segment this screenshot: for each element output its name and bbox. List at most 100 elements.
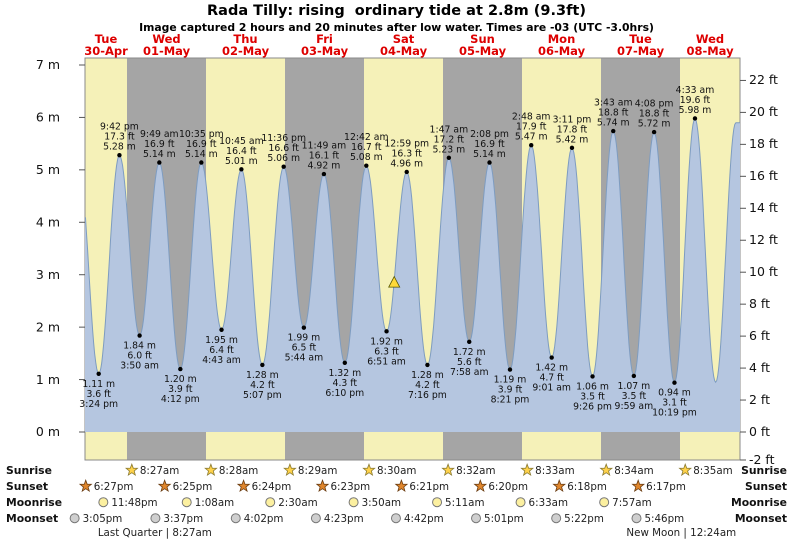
low-tide-ft-label: 6.0 ft: [127, 351, 152, 362]
sunrise-time: 8:35am: [693, 465, 732, 477]
moonrise-time: 1:08am: [195, 497, 234, 509]
tide-extreme-dot: [239, 167, 244, 172]
day-label-date: 07-May: [617, 44, 665, 58]
moonset-time: 3:37pm: [163, 513, 203, 525]
tide-extreme-dot: [611, 128, 616, 134]
moonset-circle-icon: [310, 513, 321, 524]
low-tide-time-label: 10:19 pm: [652, 408, 697, 419]
sunrise-star-icon: [283, 463, 297, 477]
y-axis-left-tick-label: 0 m: [36, 424, 60, 439]
low-tide-ft-label: 3.5 ft: [622, 391, 647, 402]
low-tide-ft-label: 4.2 ft: [250, 380, 275, 391]
tide-extreme-dot: [487, 160, 492, 165]
moonrise-circle-icon: [432, 497, 443, 508]
low-tide-ft-label: 6.5 ft: [292, 343, 317, 354]
y-axis-right-tick-label: 8 ft: [749, 296, 770, 311]
day-label-date: 05-May: [459, 44, 507, 58]
tide-extreme-dot: [425, 362, 430, 368]
moonset-time: 4:02pm: [244, 513, 284, 525]
high-tide-m-label: 5.42 m: [556, 134, 589, 145]
tide-extreme-dot: [384, 329, 389, 334]
moonrise-circle-icon: [515, 497, 526, 508]
tide-extreme-dot: [321, 171, 327, 177]
low-tide-time-label: 3:24 pm: [79, 399, 118, 410]
sunrise-time: 8:32am: [456, 465, 495, 477]
y-axis-right-tick-label: 4 ft: [749, 360, 770, 375]
high-tide-m-label: 5.47 m: [515, 132, 548, 143]
high-tide-ft-label: 16.9 ft: [474, 139, 505, 150]
day-label-date: 06-May: [538, 44, 586, 58]
sunset-time: 6:25pm: [173, 481, 213, 493]
y-axis-right-tick-label: 20 ft: [749, 104, 778, 119]
low-tide-ft-label: 3.5 ft: [580, 391, 605, 402]
high-tide-time-label: 12:59 pm: [384, 138, 429, 149]
high-tide-ft-label: 17.3 ft: [104, 132, 135, 143]
low-tide-ft-label: 3.9 ft: [498, 385, 523, 396]
low-tide-m-label: 1.32 m: [328, 368, 361, 379]
moonset-row-label-right: Moonset: [735, 512, 787, 525]
low-tide-m-label: 1.42 m: [535, 363, 568, 374]
day-label-date: 30-Apr: [84, 44, 128, 58]
day-label-name: Tue: [629, 32, 652, 46]
high-tide-time-label: 2:08 pm: [470, 129, 509, 140]
tide-extreme-dot: [157, 160, 162, 165]
moonset-circle-icon: [631, 513, 642, 524]
low-tide-time-label: 9:59 am: [615, 401, 654, 412]
high-tide-ft-label: 18.8 ft: [639, 109, 670, 120]
high-tide-ft-label: 16.6 ft: [268, 143, 299, 154]
sunset-star-icon: [552, 479, 566, 493]
tide-curve: [85, 117, 740, 384]
low-tide-time-label: 4:12 pm: [161, 394, 200, 405]
day-label-date: 02-May: [222, 44, 270, 58]
sunset-star-icon: [157, 479, 172, 493]
sunset-time: 6:23pm: [331, 481, 371, 493]
high-tide-m-label: 5.98 m: [679, 105, 712, 116]
y-axis-right-tick-label: 18 ft: [749, 136, 778, 151]
high-tide-ft-label: 16.1 ft: [309, 151, 340, 162]
high-tide-time-label: 12:42 am: [344, 132, 389, 143]
tide-extreme-dot: [631, 373, 637, 379]
tide-extreme-dot: [117, 152, 122, 158]
high-tide-m-label: 5.08 m: [350, 152, 383, 163]
low-tide-time-label: 4:43 am: [202, 355, 241, 366]
high-tide-m-label: 5.28 m: [103, 142, 136, 153]
sunset-star-icon: [315, 479, 330, 493]
sunrise-star-icon: [362, 463, 376, 477]
sunset-row-label-left: Sunset: [6, 480, 48, 493]
sunrise-time: 8:30am: [377, 465, 416, 477]
moonset-circle-icon: [471, 513, 482, 524]
low-tide-time-label: 7:58 am: [450, 367, 489, 378]
moonset-circle-icon: [230, 513, 241, 524]
high-tide-time-label: 4:33 am: [676, 85, 715, 96]
tide-extreme-dot: [590, 374, 595, 379]
high-tide-ft-label: 18.8 ft: [598, 108, 629, 119]
tide-extreme-dot: [301, 325, 307, 330]
high-tide-m-label: 4.92 m: [308, 161, 341, 172]
high-tide-m-label: 5.14 m: [143, 149, 176, 160]
tide-extreme-dot: [260, 362, 265, 368]
low-tide-ft-label: 5.6 ft: [457, 357, 482, 368]
moon-phase-note: Last Quarter | 8:27am: [98, 527, 212, 539]
moonset-circle-icon: [551, 513, 562, 524]
sunset-time: 6:18pm: [567, 481, 607, 493]
moon-phase-note: New Moon | 12:24am: [626, 527, 736, 539]
moonrise-circle-icon: [181, 497, 192, 508]
high-tide-ft-label: 17.2 ft: [434, 134, 465, 145]
low-tide-time-label: 3:50 am: [120, 361, 159, 372]
tide-extreme-dot: [569, 145, 575, 151]
day-label-name: Fri: [316, 32, 333, 46]
sunrise-star-icon: [441, 463, 455, 477]
low-tide-ft-label: 3.1 ft: [662, 398, 687, 409]
sunset-time: 6:20pm: [488, 481, 528, 493]
y-axis-left-tick-label: 6 m: [36, 110, 60, 125]
low-tide-m-label: 1.28 m: [246, 370, 279, 381]
low-tide-ft-label: 4.3 ft: [333, 378, 358, 389]
day-label-date: 08-May: [686, 44, 734, 58]
high-tide-ft-label: 16.7 ft: [351, 142, 382, 153]
day-label-name: Wed: [696, 32, 724, 46]
low-tide-m-label: 1.99 m: [288, 333, 321, 344]
high-tide-m-label: 5.23 m: [432, 144, 465, 155]
y-axis-right-tick-label: 22 ft: [749, 72, 778, 87]
tide-extreme-dot: [446, 155, 452, 160]
